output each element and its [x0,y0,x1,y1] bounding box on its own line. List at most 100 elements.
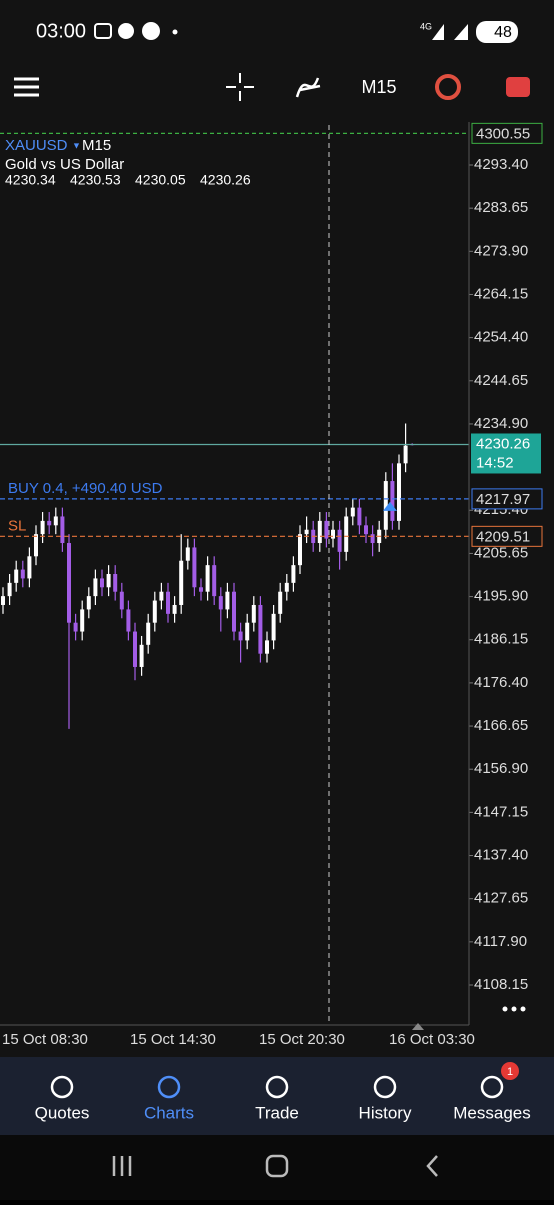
candle-body [212,565,217,597]
candle-body [271,613,276,641]
nav-label[interactable]: Trade [255,1103,299,1122]
signal-icon [432,24,468,40]
status-icon [94,23,112,39]
battery-level: 48 [494,24,512,41]
y-tick-label: 4186.15 [474,631,528,648]
nav-icon[interactable] [50,1075,74,1099]
x-tick-label: 15 Oct 20:30 [259,1031,345,1048]
candle-body [251,604,256,623]
candle-body [119,591,124,610]
candle-body [390,481,395,521]
more-dot[interactable] [520,1006,526,1012]
nav-label[interactable]: Quotes [35,1103,90,1122]
candle-body [86,596,91,610]
battery [476,21,518,43]
stop-loss-label: 4209.51 [476,528,530,545]
candle-body [284,582,289,592]
take-profit-label: 4300.55 [476,125,530,142]
x-tick-label: 15 Oct 14:30 [130,1031,216,1048]
y-tick-label: 4254.40 [474,329,528,346]
buy-arrow [383,501,397,511]
symbol-dropdown: ▼ [72,140,81,150]
candle-body [265,640,269,654]
timeframe-button[interactable]: M15 [361,77,396,97]
candle-body [245,622,250,641]
nav-label[interactable]: Charts [144,1103,194,1122]
y-tick-label: 4283.65 [474,199,528,216]
y-tick-label: 4293.40 [474,156,528,173]
objects-button[interactable] [435,74,461,100]
candle-body [14,569,19,583]
status-dot [172,29,178,35]
stop-loss-box [471,525,543,547]
nav-icon[interactable] [157,1075,181,1099]
candle-body [47,520,52,526]
nav-icon[interactable] [373,1075,397,1099]
candle-body [199,587,203,592]
trade-button[interactable] [506,77,530,97]
ohlc-value: 4230.34 [5,172,56,188]
candle-body [73,622,78,632]
ohlc-value: 4230.26 [200,172,251,188]
candle-body [291,565,296,583]
stop-loss-label: SL [8,517,26,534]
candle-body [370,534,375,544]
candle-body [133,631,137,667]
candle-body [93,578,98,597]
candle-body [80,609,85,632]
candle-body [192,547,197,588]
y-tick-label: 4244.65 [474,372,528,389]
candle-body [397,463,401,521]
candle-body [364,525,368,535]
candle-body [357,507,362,526]
ohlc-readout: 4230.34 4230.53 4230.05 4230.26 [5,172,251,188]
status-icon [118,23,134,39]
more-dot[interactable] [502,1006,508,1012]
y-tick-label: 4108.15 [474,976,528,993]
candle-body [100,578,104,588]
candle-body [232,591,236,632]
candle-body [331,529,335,539]
candle-body [113,574,118,592]
y-tick-label: 4264.15 [474,285,528,302]
candle-body [166,591,170,614]
candle-body [27,556,32,579]
system-buttons[interactable] [112,1154,438,1178]
candle-body [304,529,309,535]
candle-body [60,516,65,544]
scroll-marker [412,1023,424,1030]
buy-label: BUY 0.4, +490.40 USD [8,480,163,497]
candle-body [7,582,12,597]
menu-button[interactable] [14,77,39,97]
nav-icon[interactable] [265,1075,289,1099]
candle-body [205,565,210,592]
y-tick-label: 4273.90 [474,242,528,259]
candle-body [146,622,151,645]
chart-symbol[interactable]: XAUUSD [5,137,68,154]
y-tick-label: 4166.65 [474,717,528,734]
y-tick-label: 4147.15 [474,803,528,820]
indicators-button[interactable] [295,77,321,98]
status-time: 03:00 [36,20,86,42]
nav-badge [501,1062,519,1080]
nav-label[interactable]: Messages [453,1103,530,1122]
nav-badge-count: 1 [507,1066,513,1078]
candle-body [350,507,355,517]
candle-body [337,529,342,552]
candle-body [34,534,38,557]
ohlc-value: 4230.05 [135,172,186,188]
nav-label[interactable]: History [359,1103,412,1122]
ohlc-value: 4230.53 [70,172,121,188]
nav-icon[interactable] [480,1075,504,1099]
x-tick-label: 16 Oct 03:30 [389,1031,475,1048]
crosshair-button[interactable] [226,73,254,101]
more-dot[interactable] [511,1006,517,1012]
candle-body [238,631,243,641]
candle-body [172,604,177,614]
candle-body [152,600,157,623]
status-icon [142,22,160,40]
y-tick-label: 4176.40 [474,674,528,691]
candle-body [106,574,111,588]
